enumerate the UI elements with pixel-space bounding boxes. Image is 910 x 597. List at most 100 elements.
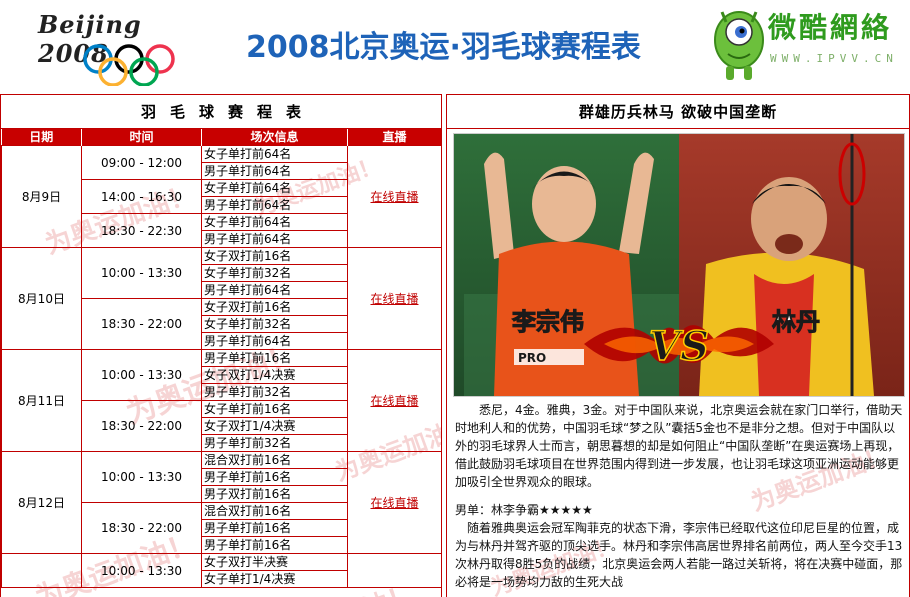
time-cell: 09:00 - 12:00 — [81, 145, 202, 180]
article-section-body: 随着雅典奥运会冠军陶菲克的状态下滑，李宗伟已经取代这位印尼巨星的位置，成为与林丹… — [455, 521, 903, 589]
event-cell: 男子单打前64名 — [201, 196, 348, 214]
flame-decoration — [584, 325, 774, 364]
table-row: 女子单打前32名 — [2, 315, 442, 333]
event-cell: 女子双打1/4决赛 — [201, 417, 348, 435]
brand-name: 微酷網絡 — [768, 11, 893, 44]
page-title: 2008北京奥运·羽毛球赛程表 — [246, 30, 641, 65]
event-cell: 混合双打前16名 — [201, 451, 348, 469]
schedule-table: 日期 时间 场次信息 直播 8月9日 09:00 - 12:00 女子单打前64名在… — [1, 129, 442, 588]
time-cell: 14:00 - 16:30 — [81, 179, 202, 214]
table-row: 14:00 - 16:30 女子单打前64名 — [2, 179, 442, 214]
right-player-name: 林丹 — [772, 308, 820, 336]
logo-text: Beijing 2008 — [38, 10, 142, 68]
event-cell: 女子单打1/4决赛 — [201, 570, 348, 588]
table-row: 男子单打前16名 — [2, 536, 442, 554]
time-cell: 18:30 - 22:00 — [81, 298, 202, 350]
event-cell: 女子双打1/4决赛 — [201, 366, 348, 384]
feature-panel: 群雄历兵林马 欲破中国垄断 为奥运加油！ 为奥运加油！ — [446, 94, 910, 597]
time-cell: 18:30 - 22:30 — [81, 213, 202, 248]
feature-title: 群雄历兵林马 欲破中国垄断 — [447, 95, 909, 129]
table-row: 18:30 - 22:30 女子单打前64名 — [2, 213, 442, 248]
event-cell: 女子双打半决赛 — [201, 553, 348, 571]
table-row: 男子单打前32名 — [2, 434, 442, 452]
time-cell: 10:00 - 13:30 — [81, 247, 202, 299]
players-photo: PRO VS 李宗伟 林丹 — [453, 133, 905, 397]
column-header-events: 场次信息 — [201, 129, 348, 146]
vs-label: VS — [649, 323, 709, 370]
players-vs-illustration: PRO VS 李宗伟 林丹 — [454, 134, 904, 396]
date-cell — [1, 553, 82, 588]
time-cell: 18:30 - 22:00 — [81, 400, 202, 452]
event-cell: 女子双打前16名 — [201, 298, 348, 316]
event-cell: 男子单打前16名 — [201, 468, 348, 486]
table-row: 18:30 - 22:00 女子双打前16名 — [2, 298, 442, 350]
right-player-figure — [699, 134, 874, 396]
table-row: 女子单打前32名 — [2, 264, 442, 282]
event-cell: 男子单打前64名 — [201, 230, 348, 248]
column-header-time: 时间 — [81, 129, 202, 146]
time-cell: 10:00 - 13:30 — [81, 553, 202, 588]
date-cell: 8月10日 — [1, 247, 82, 350]
live-cell: 在线直播 — [347, 247, 441, 350]
time-cell: 18:30 - 22:00 — [81, 502, 202, 554]
live-cell: 在线直播 — [347, 349, 441, 452]
event-cell: 男子单打前64名 — [201, 162, 348, 180]
event-cell: 女子单打前32名 — [201, 264, 348, 282]
event-cell: 男子双打前16名 — [201, 485, 348, 503]
column-header-live: 直播 — [347, 129, 441, 146]
table-row: 8月10日 10:00 - 13:30 女子双打前16名 在线直播 — [1, 247, 441, 350]
event-cell: 男子单打前32名 — [201, 434, 348, 452]
event-cell: 男子单打前32名 — [201, 383, 348, 401]
left-player-name: 李宗伟 — [512, 308, 584, 336]
table-row: 8月9日 09:00 - 12:00 女子单打前64名 在线直播 — [1, 145, 441, 248]
column-header-date: 日期 — [1, 129, 82, 146]
table-row: 男子单打前16名 — [2, 519, 442, 537]
table-row: 女子单打1/4决赛 — [2, 570, 442, 588]
time-cell: 10:00 - 13:30 — [81, 451, 202, 503]
table-header-row: 日期 时间 场次信息 直播 — [1, 129, 441, 146]
beijing-2008-logo: Beijing 2008 — [38, 10, 218, 86]
event-cell: 男子单打前16名 — [201, 519, 348, 537]
schedule-body: 8月9日 09:00 - 12:00 女子单打前64名 在线直播 男子单打前64名 14:… — [1, 145, 442, 588]
event-cell: 男子单打前16名 — [201, 349, 348, 367]
table-row: 男子双打前16名 — [2, 485, 442, 503]
green-mascot-icon — [714, 11, 764, 80]
live-cell: 在线直播 — [347, 451, 441, 554]
event-cell: 女子单打前64名 — [201, 179, 348, 197]
table-row: 18:30 - 22:00 混合双打前16名 — [2, 502, 442, 554]
event-cell: 女子单打前64名 — [201, 213, 348, 231]
brand-url: WWW.IPVV.CN — [770, 52, 898, 65]
date-cell: 8月12日 — [1, 451, 82, 554]
live-cell: 在线直播 — [347, 145, 441, 248]
event-cell: 男子单打前64名 — [201, 332, 348, 350]
schedule-panel: 羽毛球赛程表 为奥运加油！为奥运加油！为奥运加油！为奥运加油！为奥运加油！为奥运… — [0, 94, 442, 597]
live-cell — [347, 553, 441, 588]
left-player-figure: PRO — [464, 152, 679, 396]
live-stream-link[interactable]: 在线直播 — [370, 189, 419, 204]
event-cell: 女子单打前16名 — [201, 400, 348, 418]
sponsor-left-label: PRO — [518, 351, 546, 365]
article-section-head: 男单：林李争霸★★★★★ — [455, 503, 593, 517]
table-row: 男子单打前64名 — [2, 332, 442, 350]
event-cell: 男子单打前16名 — [201, 536, 348, 554]
table-row: 男子单打前64名 — [2, 230, 442, 248]
feature-article: 悉尼，4金。雅典，3金。对于中国队来说，北京奥运会就在家门口举行，借助天时地利人… — [455, 401, 903, 591]
table-row: 10:00 - 13:30 女子双打半决赛 — [1, 553, 441, 588]
article-intro: 悉尼，4金。雅典，3金。对于中国队来说，北京奥运会就在家门口举行，借助天时地利人… — [455, 403, 903, 489]
event-cell: 混合双打前16名 — [201, 502, 348, 520]
table-row: 8月12日 10:00 - 13:30 混合双打前16名 在线直播 — [1, 451, 441, 554]
schedule-title: 羽毛球赛程表 — [1, 95, 441, 129]
table-row: 女子双打1/4决赛 — [2, 417, 442, 435]
event-cell: 男子单打前64名 — [201, 281, 348, 299]
event-cell: 女子单打前32名 — [201, 315, 348, 333]
event-cell: 女子单打前64名 — [201, 145, 348, 163]
live-stream-link[interactable]: 在线直播 — [370, 291, 419, 306]
live-stream-link[interactable]: 在线直播 — [370, 393, 419, 408]
live-stream-link[interactable]: 在线直播 — [370, 495, 419, 510]
table-row: 8月11日 10:00 - 13:30 男子单打前16名在线直播 — [1, 349, 441, 452]
time-cell: 10:00 - 13:30 — [81, 349, 202, 401]
olympic-rings-icon — [83, 44, 175, 86]
page-header: Beijing 2008 2008北京奥运·羽毛球赛程表 微酷網絡 WWW.IP… — [0, 0, 910, 92]
event-cell: 女子双打前16名 — [201, 247, 348, 265]
date-cell: 8月11日 — [1, 349, 82, 452]
